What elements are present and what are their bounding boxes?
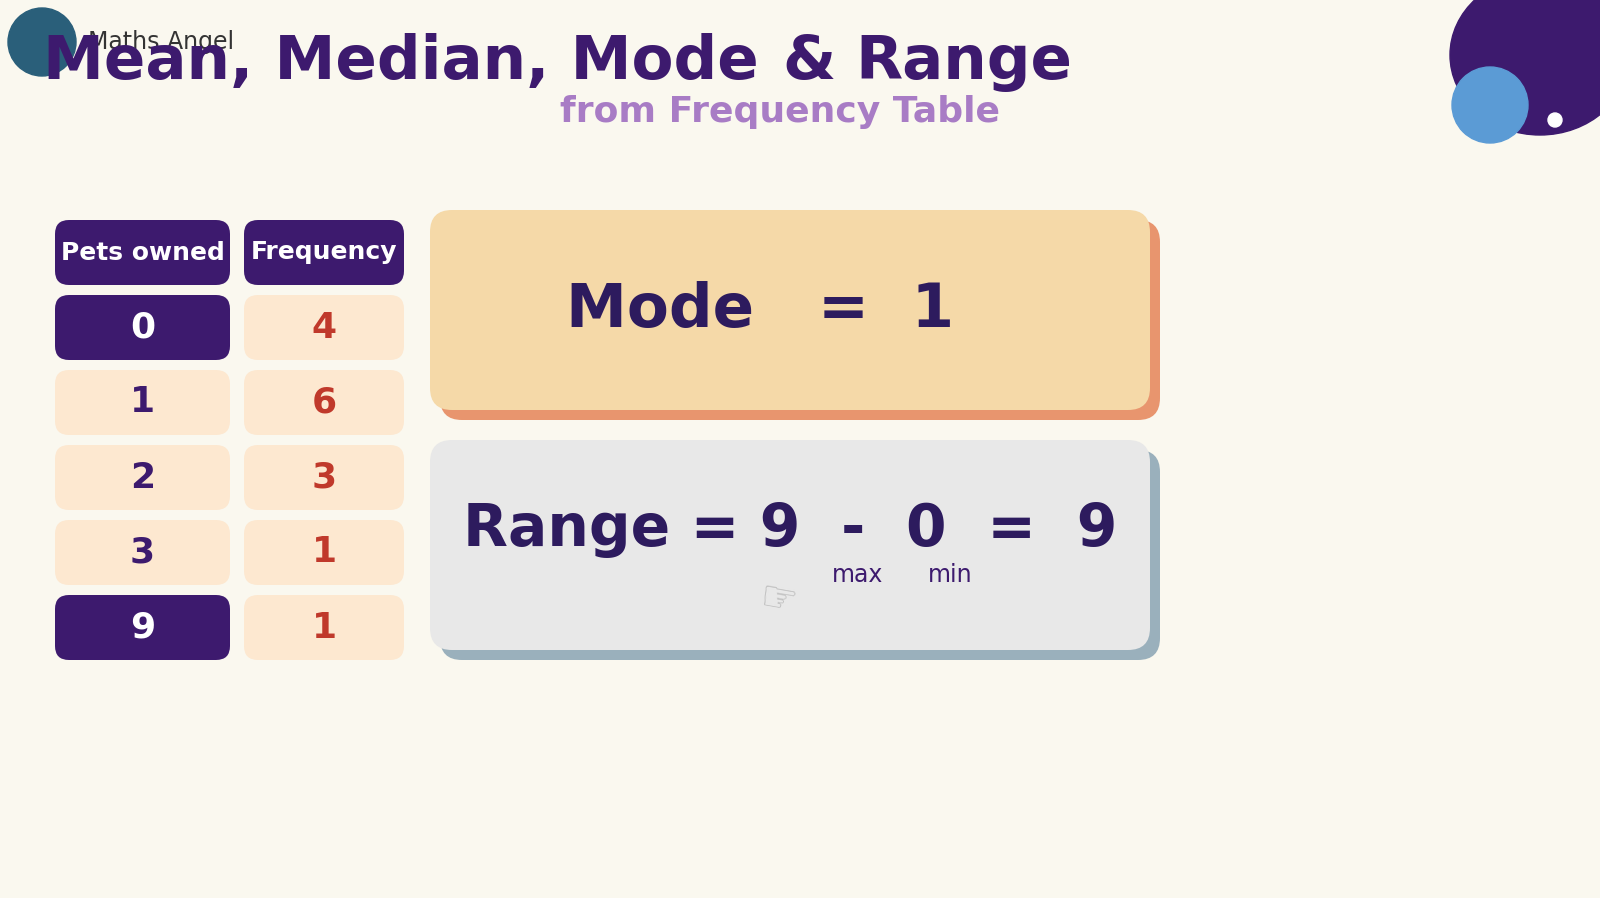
Text: 2: 2 xyxy=(130,461,155,495)
Text: 1: 1 xyxy=(130,385,155,419)
Text: from Frequency Table: from Frequency Table xyxy=(560,95,1000,129)
FancyBboxPatch shape xyxy=(243,595,403,660)
FancyBboxPatch shape xyxy=(243,370,403,435)
Text: Mode   =  1: Mode = 1 xyxy=(566,280,954,339)
Text: 4: 4 xyxy=(312,311,336,345)
FancyBboxPatch shape xyxy=(430,210,1150,410)
Circle shape xyxy=(1453,67,1528,143)
FancyBboxPatch shape xyxy=(54,295,230,360)
FancyBboxPatch shape xyxy=(54,445,230,510)
FancyBboxPatch shape xyxy=(54,220,230,285)
FancyBboxPatch shape xyxy=(54,520,230,585)
Text: Mean, Median, Mode: Mean, Median, Mode xyxy=(43,32,781,92)
FancyBboxPatch shape xyxy=(430,440,1150,650)
Text: 3: 3 xyxy=(312,461,336,495)
Text: 1: 1 xyxy=(312,535,336,569)
Text: Maths Angel: Maths Angel xyxy=(88,30,234,54)
Text: 0: 0 xyxy=(130,311,155,345)
FancyBboxPatch shape xyxy=(243,220,403,285)
FancyBboxPatch shape xyxy=(440,220,1160,420)
Text: 1: 1 xyxy=(312,611,336,645)
Circle shape xyxy=(1549,113,1562,127)
Text: Frequency: Frequency xyxy=(251,241,397,265)
Text: 6: 6 xyxy=(312,385,336,419)
FancyBboxPatch shape xyxy=(243,445,403,510)
FancyBboxPatch shape xyxy=(440,450,1160,660)
FancyBboxPatch shape xyxy=(243,520,403,585)
FancyBboxPatch shape xyxy=(54,370,230,435)
Text: ☞: ☞ xyxy=(755,577,800,624)
Text: Pets owned: Pets owned xyxy=(61,241,224,265)
FancyBboxPatch shape xyxy=(243,295,403,360)
Text: &: & xyxy=(782,32,858,92)
Ellipse shape xyxy=(1450,0,1600,135)
Circle shape xyxy=(8,8,77,76)
Text: Range: Range xyxy=(854,32,1072,92)
Text: min: min xyxy=(928,563,973,587)
Text: Range = 9  -  0  =  9: Range = 9 - 0 = 9 xyxy=(462,501,1117,559)
FancyBboxPatch shape xyxy=(54,595,230,660)
Text: 9: 9 xyxy=(130,611,155,645)
Text: max: max xyxy=(832,563,883,587)
Text: 3: 3 xyxy=(130,535,155,569)
